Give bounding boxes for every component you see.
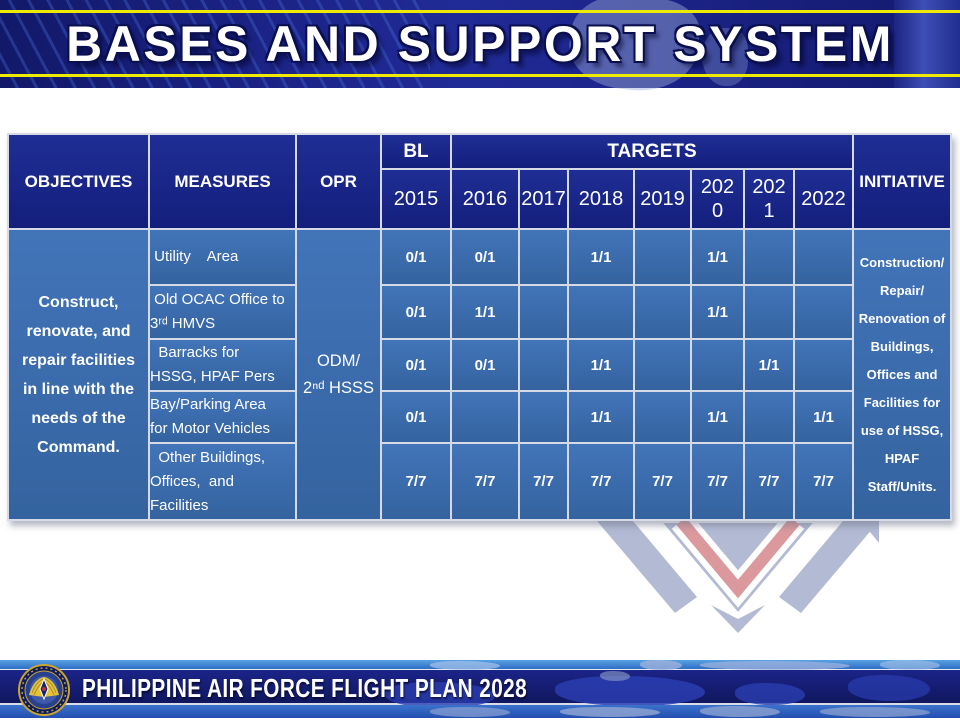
target-value-cell [518,228,569,286]
target-value-cell: 7/7 [633,442,692,521]
measure-cell: Old OCAC Office to 3ʳᵈ HMVS [148,284,297,340]
measure-cell: Utility Area [148,228,297,286]
title-banner: BASES AND SUPPORT SYSTEM [0,0,960,98]
year-header-cell: 2015 [380,168,452,230]
target-value-cell [518,284,569,340]
bases-support-table: OBJECTIVES MEASURES OPR BL TARGETS INITI… [7,133,953,521]
background-light-band [894,0,960,88]
header-opr: OPR [295,133,382,230]
target-value-cell: 7/7 [792,442,855,521]
target-value-cell: 7/7 [743,442,795,521]
measure-cell: Other Buildings, Offices, and Facilities [148,442,297,521]
header-measures: MEASURES [148,133,297,230]
year-header-cell: 2016 [450,168,520,230]
target-value-cell: 1/1 [567,228,635,286]
year-header-cell: 202 0 [690,168,745,230]
target-value-cell [743,228,795,286]
target-value-cell: 0/1 [380,338,452,392]
target-value-cell: 0/1 [450,228,520,286]
footer-brand-text: PHILIPPINE AIR FORCE FLIGHT PLAN 2028 [82,673,528,703]
footer-bottom-strip [0,705,960,718]
target-value-cell: 7/7 [380,442,452,521]
target-value-cell: 1/1 [690,284,745,340]
target-value-cell: 1/1 [567,338,635,392]
target-value-cell [792,338,855,392]
target-value-cell [518,338,569,392]
header-initiative: INITIATIVE [852,133,953,230]
target-value-cell [633,284,692,340]
year-header-cell: 2018 [567,168,635,230]
measure-cell: Bay/Parking Area for Motor Vehicles [148,390,297,444]
year-header-cell: 202 1 [743,168,795,230]
target-value-cell [633,338,692,392]
target-value-cell [743,284,795,340]
target-value-cell [633,390,692,444]
target-value-cell: 1/1 [743,338,795,392]
initiative-cell: Construction/ Repair/ Renovation of Buil… [852,228,953,521]
target-value-cell: 7/7 [690,442,745,521]
footer-main-bar: PHILIPPINE AIR FORCE FLIGHT PLAN 2028 [0,670,960,708]
objective-cell: Construct, renovate, and repair faciliti… [7,228,150,521]
target-value-cell: 0/1 [380,390,452,444]
year-header-cell: 2022 [792,168,855,230]
target-value-cell: 0/1 [380,228,452,286]
target-value-cell: 1/1 [690,390,745,444]
diagonal-lines-texture [0,0,430,88]
year-header-cell: 2017 [518,168,569,230]
target-value-cell [518,390,569,444]
page-title: BASES AND SUPPORT SYSTEM [66,16,894,72]
target-value-cell: 1/1 [792,390,855,444]
target-value-cell [792,284,855,340]
target-value-cell: 7/7 [518,442,569,521]
target-value-cell: 7/7 [450,442,520,521]
year-header-cell: 2019 [633,168,692,230]
target-value-cell [450,390,520,444]
header-objectives: OBJECTIVES [7,133,150,230]
yellow-rule-top [0,10,960,13]
header-targets: TARGETS [449,133,855,170]
target-value-cell [690,338,745,392]
opr-cell: ODM/ 2ⁿᵈ HSSS [295,228,382,521]
measure-cell: Barracks for HSSG, HPAF Pers [148,338,297,392]
paf-seal-icon [18,664,70,716]
target-value-cell: 1/1 [450,284,520,340]
target-value-cell [743,390,795,444]
target-value-cell: 1/1 [690,228,745,286]
target-value-cell: 0/1 [380,284,452,340]
target-value-cell: 0/1 [450,338,520,392]
target-value-cell [633,228,692,286]
footer-banner: PHILIPPINE AIR FORCE FLIGHT PLAN 2028 [0,660,960,720]
target-value-cell [792,228,855,286]
target-value-cell: 1/1 [567,390,635,444]
header-baseline: BL [380,133,452,170]
footer-top-strip [0,660,960,670]
target-value-cell: 7/7 [567,442,635,521]
yellow-rule-bottom [0,74,960,77]
paf-wings-watermark [597,521,879,633]
target-value-cell [567,284,635,340]
